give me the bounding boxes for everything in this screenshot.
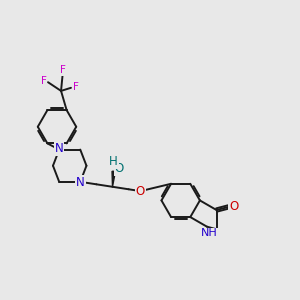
- Text: N: N: [76, 176, 85, 189]
- Text: NH: NH: [200, 229, 217, 238]
- Text: H: H: [110, 154, 118, 168]
- Text: O: O: [136, 184, 145, 198]
- Text: H: H: [110, 158, 118, 168]
- Text: F: F: [41, 76, 46, 86]
- Text: F: F: [73, 82, 79, 92]
- Text: O: O: [229, 200, 239, 213]
- Polygon shape: [112, 171, 116, 187]
- Text: O: O: [115, 162, 124, 175]
- Text: F: F: [60, 65, 66, 75]
- Text: N: N: [55, 142, 63, 155]
